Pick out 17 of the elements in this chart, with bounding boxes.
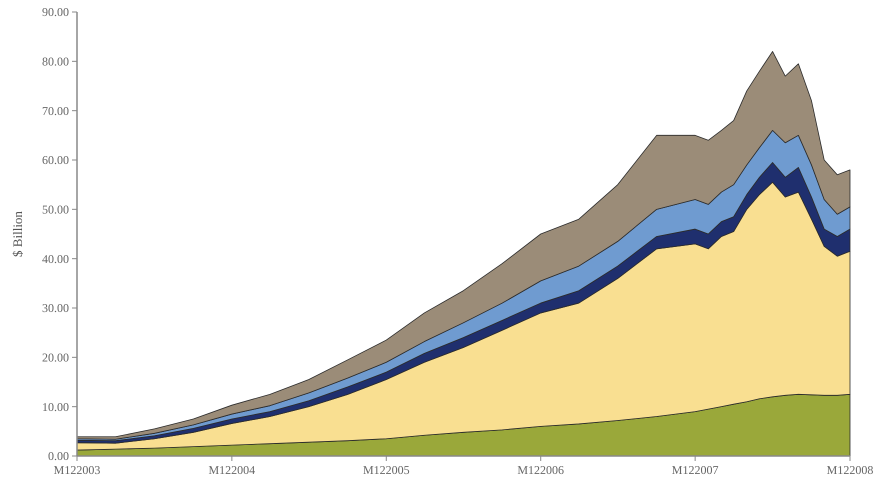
y-tick-label: 10.00 [42, 400, 69, 414]
x-tick-label: M122007 [672, 463, 718, 477]
y-tick-label: 80.00 [42, 54, 69, 69]
y-tick-label: 20.00 [42, 350, 69, 365]
x-tick-label: M122005 [362, 463, 410, 477]
x-tick-label: M122008 [826, 463, 874, 477]
y-tick-label: 60.00 [42, 153, 69, 168]
x-tick-label: M122006 [517, 463, 564, 477]
x-tick-label: M122003 [54, 463, 100, 477]
y-tick-label: 30.00 [42, 301, 69, 316]
y-tick-label: 90.00 [42, 5, 69, 20]
x-tick-label: M122004 [208, 463, 256, 477]
y-tick-label: 70.00 [42, 104, 69, 118]
y-tick-label: 0.00 [48, 449, 69, 464]
y-tick-label: 50.00 [42, 202, 69, 217]
y-axis-title: $ Billion [10, 210, 25, 257]
y-tick-label: 40.00 [42, 252, 69, 266]
